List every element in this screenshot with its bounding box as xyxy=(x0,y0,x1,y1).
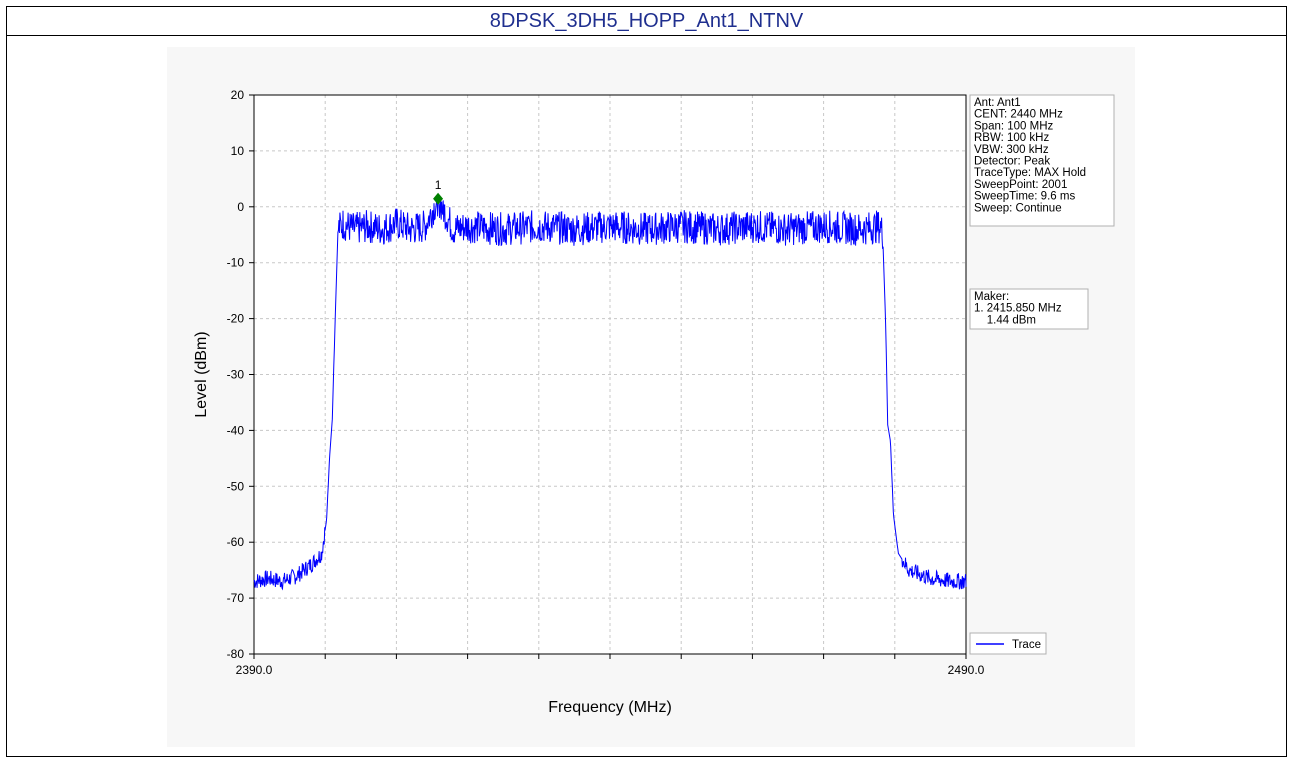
y-tick-label: 10 xyxy=(231,144,245,158)
marker-layer: 1 xyxy=(433,178,444,205)
info-line: RBW: 100 kHz xyxy=(974,132,1049,144)
y-tick-label: -80 xyxy=(227,647,245,661)
page-title: 8DPSK_3DH5_HOPP_Ant1_NTNV xyxy=(7,7,1286,36)
marker-box: Maker:1. 2415.850 MHz 1.44 dBm xyxy=(969,288,1089,330)
info-box-frame xyxy=(969,94,1115,227)
info-line: Sweep: Continue xyxy=(974,202,1062,214)
marker-diamond xyxy=(433,192,444,205)
x-axis-label: Frequency (MHz) xyxy=(548,699,672,716)
marker-box-frame xyxy=(969,288,1089,330)
info-line: SweepPoint: 2001 xyxy=(974,179,1067,191)
marker-info-line: Maker: xyxy=(974,291,1009,303)
legend-frame xyxy=(969,632,1047,655)
info-line: Detector: Peak xyxy=(974,156,1050,168)
grid-layer xyxy=(254,95,966,654)
y-tick-label: -10 xyxy=(227,256,245,270)
info-line: VBW: 300 kHz xyxy=(974,144,1049,156)
y-tick-label: -40 xyxy=(227,423,245,437)
y-tick-label: -70 xyxy=(227,591,245,605)
info-line: SweepTime: 9.6 ms xyxy=(974,191,1075,203)
marker-box-lines: Maker:1. 2415.850 MHz 1.44 dBm xyxy=(974,291,1062,326)
marker-info-line: 1.44 dBm xyxy=(974,314,1036,326)
legend-label-trace: Trace xyxy=(1012,639,1041,651)
x-tick-label-start: 2390.0 xyxy=(236,663,273,677)
info-line: Ant: Ant1 xyxy=(974,97,1021,109)
y-tick-label: 20 xyxy=(231,88,245,102)
y-tick-label: 0 xyxy=(237,200,244,214)
x-tick-label-end: 2490.0 xyxy=(948,663,985,677)
info-line: CENT: 2440 MHz xyxy=(974,109,1063,121)
plot-border xyxy=(253,94,967,655)
y-tick-label: -60 xyxy=(227,535,245,549)
y-axis-label: Level (dBm) xyxy=(193,331,210,417)
y-tick-label: -30 xyxy=(227,368,245,382)
trace-line xyxy=(253,199,967,591)
y-tick-label: -20 xyxy=(227,312,245,326)
marker-info-line: 1. 2415.850 MHz xyxy=(974,303,1062,315)
info-line: Span: 100 MHz xyxy=(974,120,1054,132)
marker-label: 1 xyxy=(435,178,442,192)
legend: Trace xyxy=(969,632,1047,655)
y-tick-label: -50 xyxy=(227,479,245,493)
tick-layer: 20 10 0 -10 -20 -30 -40 -50 -60 -70 -80 2390.0 2490.… xyxy=(227,88,985,677)
info-line: TraceType: MAX Hold xyxy=(974,167,1086,179)
